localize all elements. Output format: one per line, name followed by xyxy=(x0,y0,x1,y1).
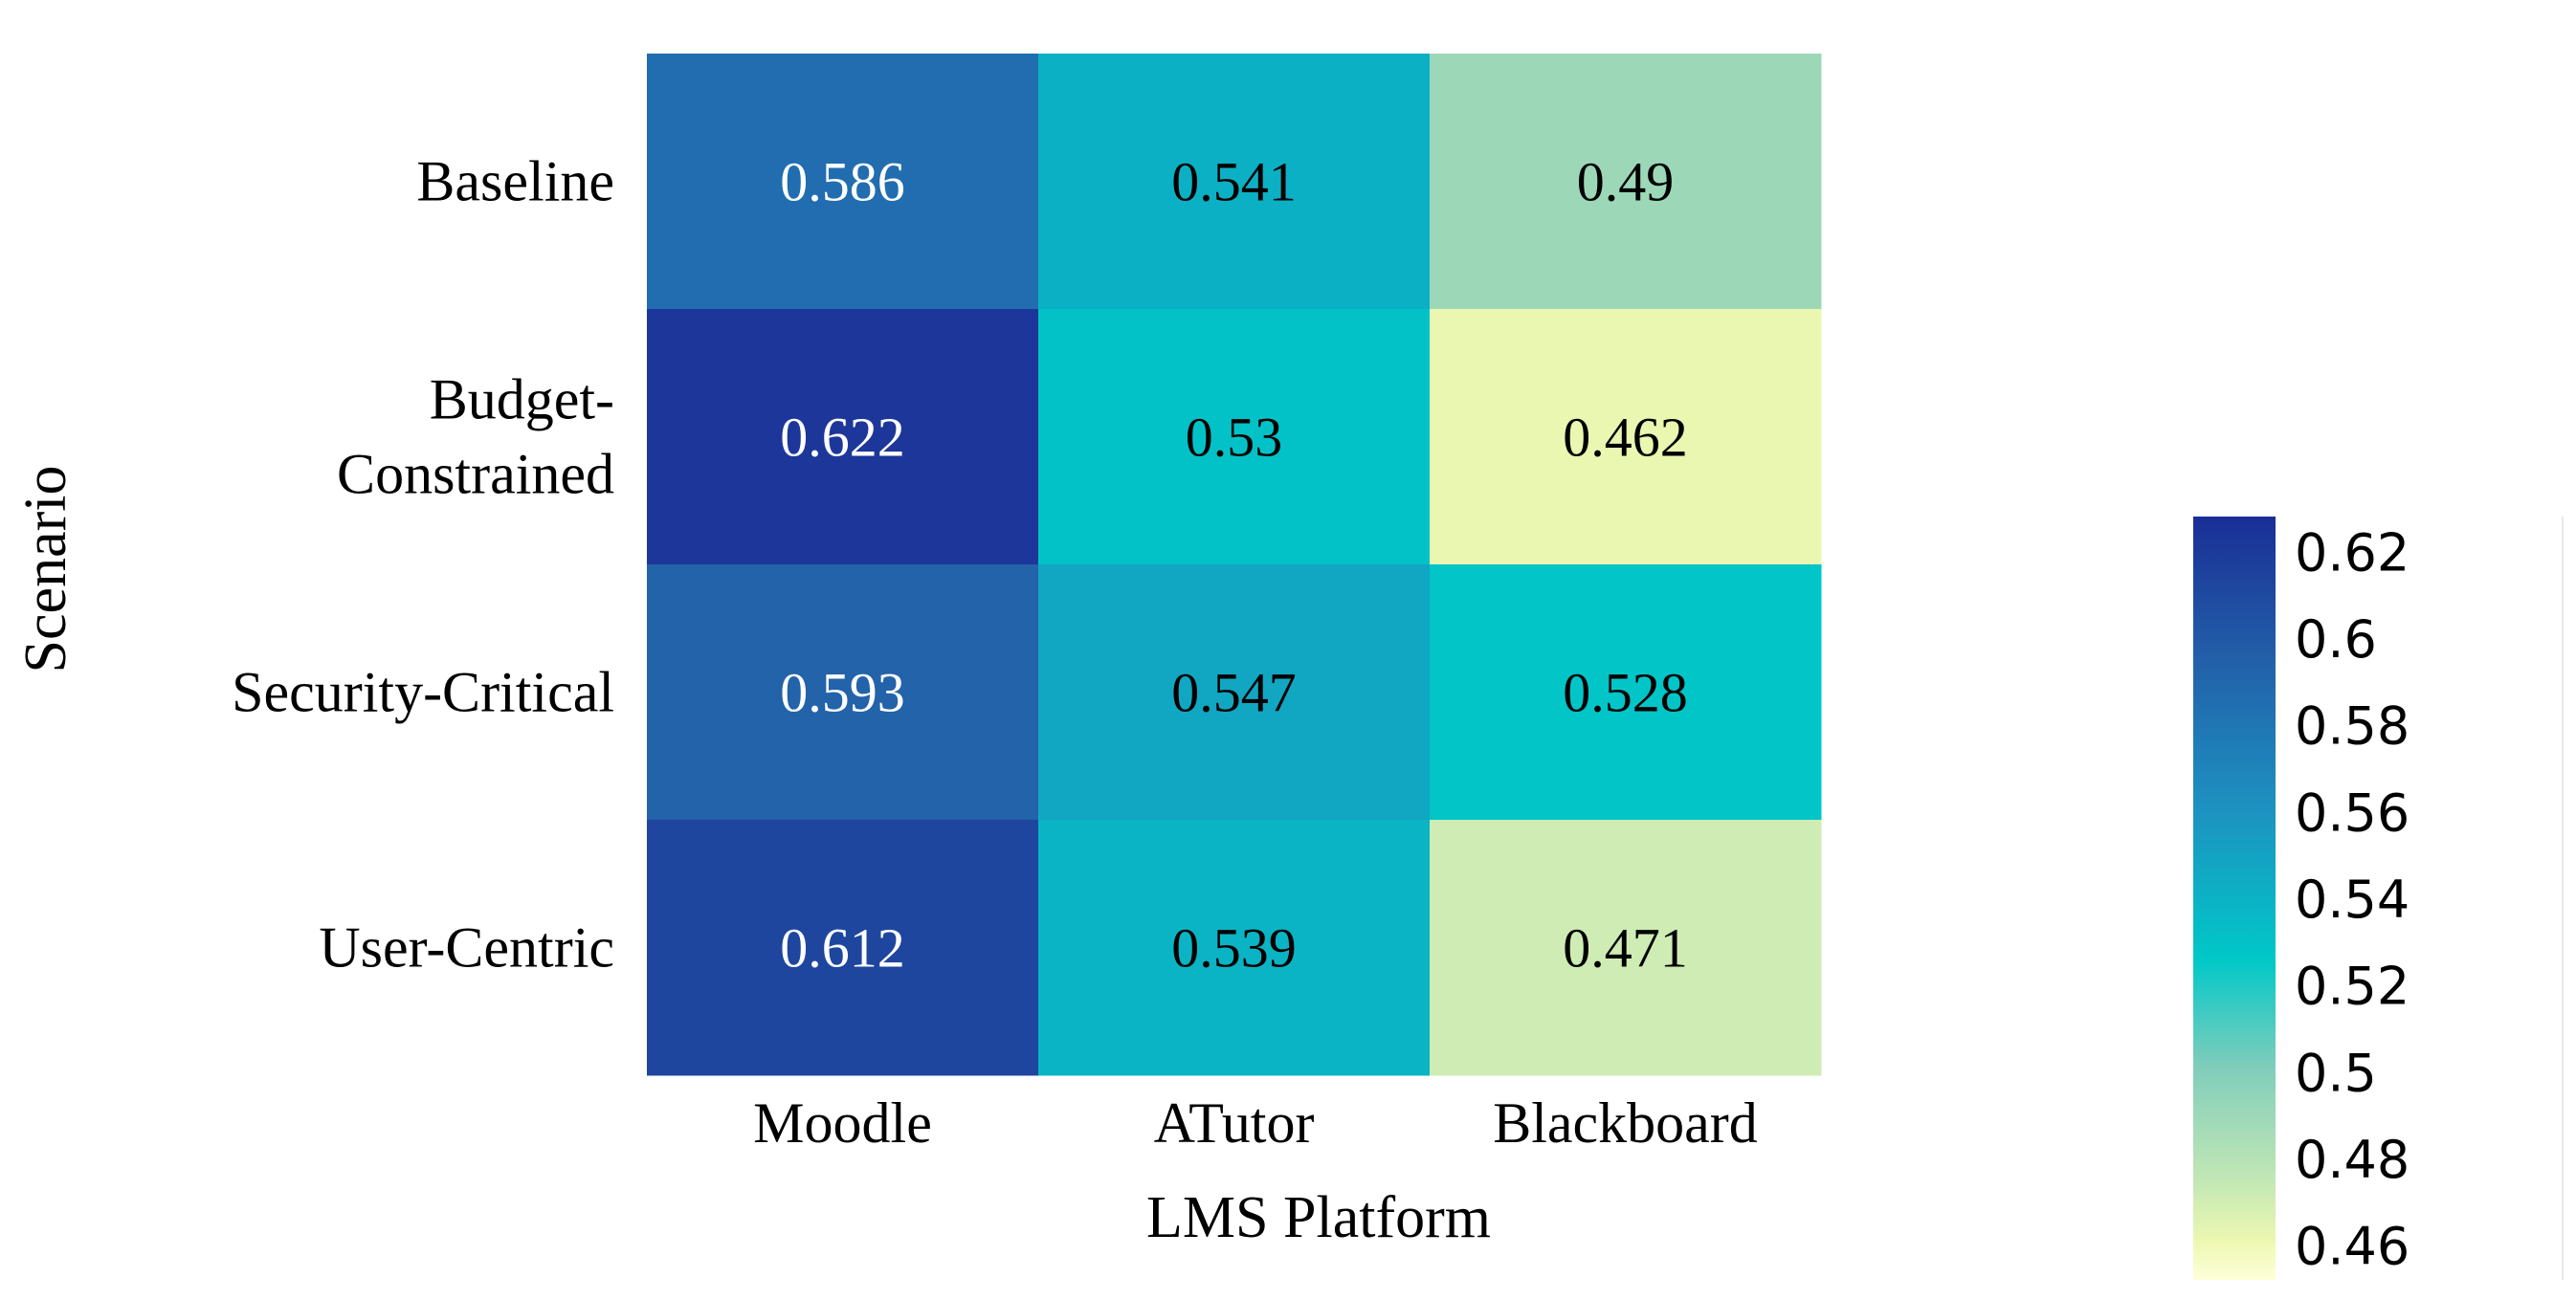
colorbar: 0.46 0.48 0.5 0.52 0.54 0.56 0.58 0.6 0.62 xyxy=(2193,517,2564,1280)
heatmap-cell xyxy=(1038,820,1431,1076)
colorbar-tick-label: 0.46 xyxy=(2295,1217,2409,1277)
heatmap-cell xyxy=(1038,54,1431,310)
cell-value-label: 0.53 xyxy=(1186,407,1283,469)
colorbar-gradient xyxy=(2193,517,2276,1280)
y-tick-labels: Baseline Budget- Constrained Security-Criti… xyxy=(232,150,614,980)
cell-value-label: 0.593 xyxy=(780,662,905,724)
x-tick-label: ATutor xyxy=(1154,1091,1315,1155)
colorbar-tick-label: 0.5 xyxy=(2295,1043,2377,1103)
cell-value-label: 0.622 xyxy=(780,407,905,469)
heatmap-cell xyxy=(1038,309,1431,565)
x-axis-label: LMS Platform xyxy=(1146,1185,1491,1250)
cell-value-label: 0.539 xyxy=(1171,917,1297,980)
heatmap-cell-labels: 0.586 0.541 0.49 0.622 0.53 0.462 0.593 0.547 0.… xyxy=(780,151,1688,980)
heatmap-cell xyxy=(1038,564,1431,821)
cell-value-label: 0.586 xyxy=(780,151,905,213)
heatmap-cell xyxy=(647,309,1039,565)
y-tick-label: Baseline xyxy=(416,150,614,213)
y-tick-label: Budget- xyxy=(430,368,614,431)
cell-value-label: 0.547 xyxy=(1171,662,1297,724)
heatmap-cell xyxy=(647,564,1039,821)
colorbar-tick-label: 0.54 xyxy=(2295,870,2409,930)
cell-value-label: 0.462 xyxy=(1563,407,1688,469)
cell-value-label: 0.49 xyxy=(1577,151,1675,213)
y-axis-label: Scenario xyxy=(13,466,78,673)
colorbar-tick-label: 0.56 xyxy=(2295,782,2409,843)
colorbar-tick-labels: 0.46 0.48 0.5 0.52 0.54 0.56 0.58 0.6 0.62 xyxy=(2295,522,2409,1276)
colorbar-tick-label: 0.6 xyxy=(2295,609,2377,670)
colorbar-tick-label: 0.52 xyxy=(2295,957,2409,1017)
x-tick-labels: Moodle ATutor Blackboard xyxy=(753,1091,1758,1155)
cell-value-label: 0.528 xyxy=(1563,662,1688,724)
heatmap-cell xyxy=(647,820,1039,1076)
heatmap-cell xyxy=(1430,309,1822,565)
heatmap-cells xyxy=(647,54,1822,1076)
y-tick-label: Constrained xyxy=(337,443,614,506)
heatmap-cell xyxy=(1430,820,1822,1076)
y-tick-label: Security-Critical xyxy=(232,661,614,724)
cell-value-label: 0.471 xyxy=(1563,917,1688,980)
heatmap-cell xyxy=(1430,564,1822,821)
y-tick-label: User-Centric xyxy=(319,916,614,980)
heatmap-cell xyxy=(647,54,1039,310)
colorbar-tick-label: 0.62 xyxy=(2295,522,2409,583)
x-tick-label: Blackboard xyxy=(1493,1091,1758,1155)
colorbar-tick-label: 0.58 xyxy=(2295,696,2409,757)
cell-value-label: 0.612 xyxy=(780,917,905,980)
x-tick-label: Moodle xyxy=(753,1091,932,1155)
colorbar-tick-label: 0.48 xyxy=(2295,1130,2409,1190)
heatmap-cell xyxy=(1430,54,1822,310)
cell-value-label: 0.541 xyxy=(1171,151,1297,213)
